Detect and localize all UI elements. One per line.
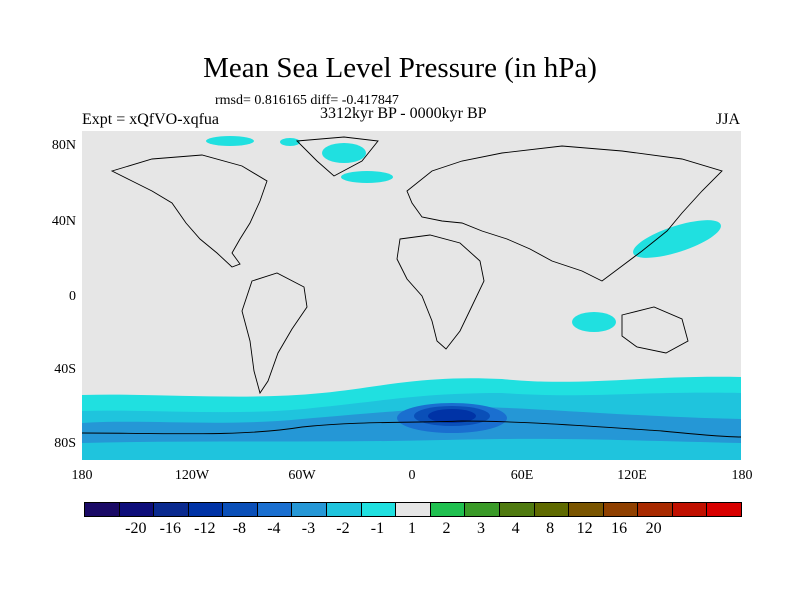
lon-label-60w: 60W [288,468,316,483]
lat-label-0: 0 [69,289,76,304]
anomaly-band-lower [82,438,741,460]
lat-label-40s: 40S [54,362,76,377]
coastline-africa [396,234,485,350]
colorbar-label: 16 [611,520,628,537]
period-label: 3312kyr BP - 0000kyr BP [320,105,487,122]
lat-label-80s: 80S [54,436,76,451]
colorbar-label: 2 [442,520,451,537]
anomaly-patch-arctic-2 [280,138,300,146]
colorbar-box [603,503,639,516]
colorbar-label: 20 [645,520,662,537]
pressure-anomaly-map [82,131,741,460]
colorbar-box [327,503,362,516]
colorbar-label: 4 [511,520,520,537]
colorbar-box [257,503,293,516]
lon-label-120e: 120E [617,468,647,483]
colorbar-label: 12 [576,520,593,537]
coastline-south-america [241,272,308,395]
coastline-europe-asia [406,145,723,282]
coastlines [82,136,741,438]
colorbar-box [223,503,258,516]
coastline-antarctica [82,420,741,438]
colorbar-box [465,503,500,516]
colorbar-box [638,503,673,516]
coastline-north-america [110,154,268,268]
lon-label-60e: 60E [510,468,534,483]
colorbar-box [430,503,466,516]
colorbar-box [499,503,535,516]
colorbar [84,502,742,517]
colorbar-box [396,503,431,516]
anomaly-patch-pacific [633,220,721,258]
lat-label-80n: 80N [51,138,76,153]
colorbar-label: -1 [370,520,385,537]
coastline-australia [621,306,689,354]
colorbar-label: -16 [159,520,181,537]
colorbar-label: 1 [408,520,416,537]
lon-label-180e: 180 [731,468,753,483]
lon-label-180w: 180 [71,468,93,483]
colorbar-label: -8 [232,520,247,537]
lon-label-0: 0 [408,468,416,483]
colorbar-label: -4 [267,520,281,537]
colorbar-box [188,503,224,516]
coastline-greenland [295,136,379,177]
colorbar-label: 8 [546,520,555,537]
colorbar-box [119,503,155,516]
anomaly-patch-indian-ocean [572,312,616,332]
colorbar-box [154,503,189,516]
colorbar-label: -20 [125,520,147,537]
colorbar-box [707,503,741,516]
anomaly-patch-iceland [341,171,393,183]
season-label: JJA [716,111,741,128]
colorbar-box [534,503,570,516]
colorbar-box [361,503,397,516]
lat-label-40n: 40N [51,214,76,229]
anomaly-patch-greenland [322,143,366,163]
anomaly-low-3 [428,409,476,423]
plot-title: Mean Sea Level Pressure (in hPa) [203,52,597,84]
experiment-label: Expt = xQfVO-xqfua [82,111,219,128]
stats-label: rmsd= 0.816165 diff= -0.417847 [215,93,399,108]
lon-label-120w: 120W [174,468,210,483]
anomaly-patch-arctic [206,136,254,146]
colorbar-label: -3 [301,520,316,537]
colorbar-box [292,503,328,516]
colorbar-label: 3 [477,520,486,537]
colorbar-label: -12 [194,520,216,537]
colorbar-box [569,503,604,516]
colorbar-label: -2 [336,520,350,537]
colorbar-box [672,503,708,516]
colorbar-box [85,503,120,516]
